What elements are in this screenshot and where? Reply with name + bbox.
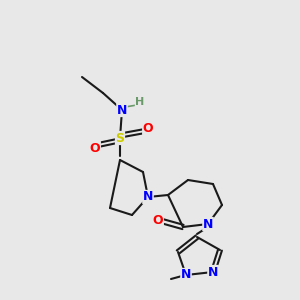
Text: N: N [203, 218, 213, 230]
Text: N: N [117, 103, 127, 116]
Text: O: O [90, 142, 100, 154]
Text: H: H [135, 97, 145, 107]
Text: N: N [208, 266, 218, 278]
Text: N: N [181, 268, 191, 281]
Text: O: O [153, 214, 163, 226]
Text: O: O [143, 122, 153, 134]
Text: S: S [116, 131, 124, 145]
Text: N: N [143, 190, 153, 203]
